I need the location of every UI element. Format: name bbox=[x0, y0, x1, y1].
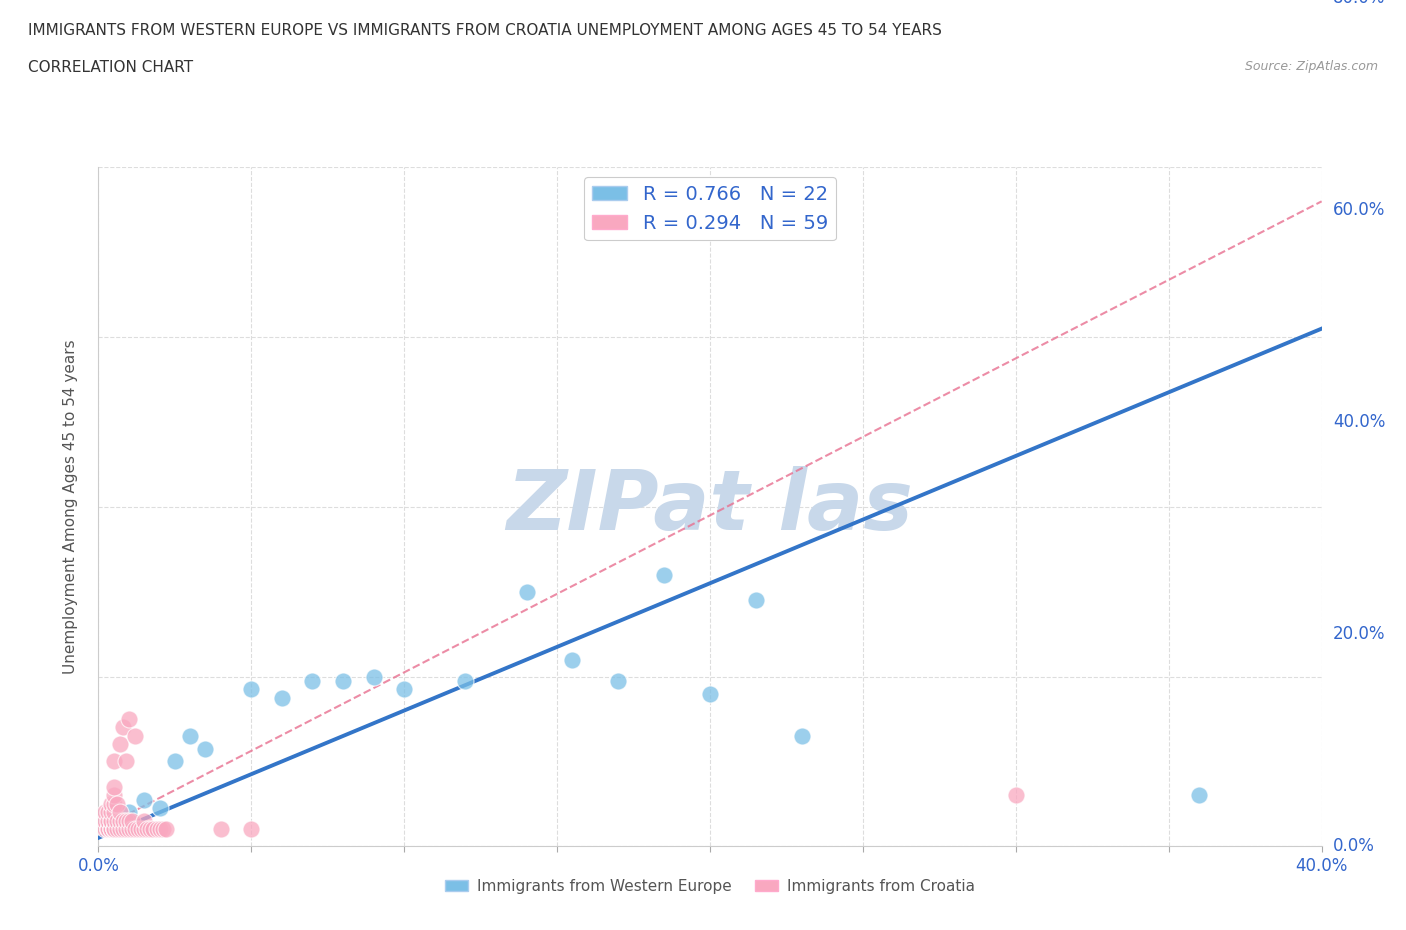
Text: 0.0%: 0.0% bbox=[1333, 837, 1375, 856]
Point bbox=[97, 814, 120, 829]
Point bbox=[152, 822, 174, 837]
Point bbox=[100, 822, 122, 837]
Point bbox=[134, 814, 156, 829]
Point bbox=[103, 805, 125, 820]
Point bbox=[270, 690, 292, 705]
Point bbox=[454, 673, 477, 688]
Point bbox=[103, 822, 125, 837]
Point bbox=[97, 822, 120, 837]
Point bbox=[118, 805, 141, 820]
Point bbox=[105, 822, 128, 837]
Point bbox=[127, 822, 149, 837]
Point bbox=[103, 754, 125, 769]
Point bbox=[93, 805, 115, 820]
Point bbox=[100, 822, 122, 837]
Point bbox=[745, 592, 768, 607]
Point bbox=[163, 754, 186, 769]
Point bbox=[103, 814, 125, 829]
Point bbox=[149, 822, 172, 837]
Legend: Immigrants from Western Europe, Immigrants from Croatia: Immigrants from Western Europe, Immigran… bbox=[439, 872, 981, 899]
Point bbox=[118, 822, 141, 837]
Point bbox=[100, 805, 122, 820]
Point bbox=[111, 814, 134, 829]
Point bbox=[93, 822, 115, 837]
Point bbox=[139, 822, 162, 837]
Point bbox=[108, 822, 131, 837]
Point bbox=[111, 822, 134, 837]
Text: IMMIGRANTS FROM WESTERN EUROPE VS IMMIGRANTS FROM CROATIA UNEMPLOYMENT AMONG AGE: IMMIGRANTS FROM WESTERN EUROPE VS IMMIGR… bbox=[28, 23, 942, 38]
Point bbox=[115, 754, 138, 769]
Point bbox=[607, 673, 630, 688]
Text: 80.0%: 80.0% bbox=[1333, 0, 1385, 7]
Text: CORRELATION CHART: CORRELATION CHART bbox=[28, 60, 193, 75]
Text: 40.0%: 40.0% bbox=[1333, 413, 1385, 431]
Point bbox=[149, 801, 172, 816]
Point bbox=[103, 796, 125, 811]
Point bbox=[97, 822, 120, 837]
Point bbox=[100, 822, 122, 837]
Point bbox=[100, 796, 122, 811]
Point bbox=[115, 822, 138, 837]
Point bbox=[1004, 788, 1026, 803]
Point bbox=[103, 822, 125, 837]
Point bbox=[111, 720, 134, 735]
Point bbox=[136, 822, 159, 837]
Point bbox=[301, 673, 323, 688]
Point bbox=[100, 814, 122, 829]
Point bbox=[118, 814, 141, 829]
Point bbox=[121, 822, 143, 837]
Point bbox=[105, 814, 128, 829]
Point bbox=[118, 711, 141, 726]
Point bbox=[124, 822, 146, 837]
Text: 20.0%: 20.0% bbox=[1333, 625, 1385, 644]
Point bbox=[194, 741, 217, 756]
Point bbox=[108, 737, 131, 751]
Point bbox=[129, 822, 152, 837]
Point bbox=[103, 788, 125, 803]
Point bbox=[155, 822, 177, 837]
Point bbox=[103, 779, 125, 794]
Point bbox=[97, 822, 120, 837]
Point bbox=[115, 814, 138, 829]
Point bbox=[124, 728, 146, 743]
Point bbox=[105, 796, 128, 811]
Point bbox=[209, 822, 232, 837]
Point bbox=[240, 682, 263, 697]
Point bbox=[108, 805, 131, 820]
Point bbox=[100, 814, 122, 829]
Y-axis label: Unemployment Among Ages 45 to 54 years: Unemployment Among Ages 45 to 54 years bbox=[63, 339, 77, 674]
Point bbox=[516, 584, 538, 599]
Point bbox=[1188, 788, 1211, 803]
Point bbox=[363, 670, 385, 684]
Point bbox=[93, 814, 115, 829]
Point bbox=[103, 822, 125, 837]
Point bbox=[240, 822, 263, 837]
Point bbox=[121, 814, 143, 829]
Point bbox=[332, 673, 354, 688]
Point bbox=[790, 728, 813, 743]
Point bbox=[145, 822, 167, 837]
Point bbox=[142, 822, 165, 837]
Text: ZIPat las: ZIPat las bbox=[506, 466, 914, 548]
Text: Source: ZipAtlas.com: Source: ZipAtlas.com bbox=[1244, 60, 1378, 73]
Point bbox=[392, 682, 416, 697]
Point bbox=[103, 822, 125, 837]
Point bbox=[561, 652, 583, 667]
Point bbox=[108, 814, 131, 829]
Point bbox=[134, 822, 156, 837]
Point bbox=[97, 805, 120, 820]
Point bbox=[103, 822, 125, 837]
Point bbox=[652, 567, 675, 582]
Text: 60.0%: 60.0% bbox=[1333, 201, 1385, 219]
Point bbox=[134, 792, 156, 807]
Point bbox=[179, 728, 201, 743]
Point bbox=[699, 686, 721, 701]
